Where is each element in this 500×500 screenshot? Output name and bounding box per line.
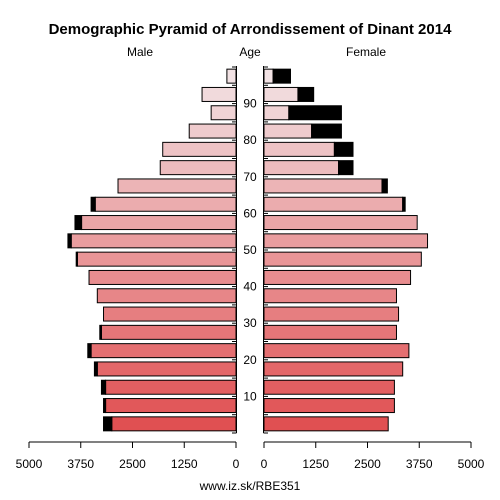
female-bar-65-69	[263, 178, 383, 194]
male-bar-65-69	[117, 178, 237, 194]
female-bar-40-44	[263, 269, 412, 285]
female-excess-bar-95+	[272, 68, 291, 84]
x-tick-label-male: 5000	[16, 457, 43, 471]
female-bar-70-74	[263, 160, 340, 176]
male-bar-95+	[226, 68, 237, 84]
male-bars	[67, 68, 237, 432]
age-tick-label: 50	[243, 243, 257, 257]
female-bar-60-64	[263, 196, 404, 212]
female-excess-bar-65-69	[381, 178, 388, 194]
male-bar-80-84	[188, 123, 237, 139]
female-excess-bar-75-79	[333, 141, 354, 157]
x-tick-label-female: 5000	[458, 457, 485, 471]
x-tick-label-male: 3750	[67, 457, 94, 471]
female-bar-80-84	[263, 123, 313, 139]
male-excess-bar-15-19	[93, 361, 98, 377]
male-excess-bar-5-9	[103, 398, 107, 414]
male-bar-60-64	[94, 196, 237, 212]
female-excess-bar-85-89	[288, 105, 342, 121]
male-bar-25-29	[100, 324, 237, 340]
female-bar-35-39	[263, 288, 397, 304]
x-tick-label-female: 3750	[406, 457, 433, 471]
male-excess-bar-20-24	[87, 343, 92, 359]
female-bar-10-14	[263, 379, 395, 395]
age-tick-label: 40	[243, 280, 257, 294]
male-excess-bar-50-54	[67, 233, 72, 249]
female-bar-50-54	[263, 233, 429, 249]
axes: 5000 3750 2500 1250 0 0 1250 2500 3750 5000 10 20 30…	[16, 66, 485, 471]
x-tick-label-female: 1250	[302, 457, 329, 471]
female-bar-45-49	[263, 251, 422, 267]
male-excess-bar-45-49	[75, 251, 78, 267]
x-tick-label-male: 0	[233, 457, 240, 471]
chart-title: Demographic Pyramid of Arrondissement of…	[49, 21, 453, 38]
male-bar-50-54	[70, 233, 237, 249]
male-bar-30-34	[103, 306, 237, 322]
x-tick-label-male: 1250	[171, 457, 198, 471]
female-bar-85-89	[263, 105, 290, 121]
male-bar-45-49	[76, 251, 237, 267]
age-tick-label: 20	[243, 353, 257, 367]
male-bar-20-24	[90, 343, 237, 359]
male-excess-bar-10-14	[100, 379, 107, 395]
female-bar-25-29	[263, 324, 397, 340]
footer-url: www.iz.sk/RBE351	[199, 479, 301, 493]
age-tick-label: 30	[243, 316, 257, 330]
age-tick-label: 10	[243, 389, 257, 403]
age-tick-label: 60	[243, 206, 257, 220]
male-bar-5-9	[105, 398, 237, 414]
male-bar-70-74	[159, 160, 237, 176]
female-bars	[263, 68, 429, 432]
age-tick-label: 70	[243, 170, 257, 184]
male-bar-10-14	[105, 379, 237, 395]
female-bar-0-4	[263, 416, 389, 432]
male-excess-bar-55-59	[74, 215, 83, 231]
age-tick-label: 90	[243, 97, 257, 111]
male-bar-55-59	[81, 215, 237, 231]
female-excess-bar-60-64	[402, 196, 406, 212]
female-bar-5-9	[263, 398, 395, 414]
male-bar-90-94	[201, 86, 237, 102]
female-bar-15-19	[263, 361, 404, 377]
male-bar-35-39	[96, 288, 237, 304]
age-tick-label: 80	[243, 133, 257, 147]
female-bar-30-34	[263, 306, 400, 322]
female-bar-55-59	[263, 215, 418, 231]
x-tick-label-female: 2500	[354, 457, 381, 471]
x-tick-label-female: 0	[261, 457, 268, 471]
female-excess-bar-70-74	[338, 160, 354, 176]
x-tick-label-male: 2500	[119, 457, 146, 471]
male-bar-85-89	[210, 105, 237, 121]
male-bar-15-19	[96, 361, 237, 377]
female-bar-90-94	[263, 86, 299, 102]
female-bar-20-24	[263, 343, 410, 359]
female-excess-bar-80-84	[311, 123, 342, 139]
male-excess-bar-0-4	[103, 416, 113, 432]
female-label: Female	[346, 45, 386, 59]
female-excess-bar-90-94	[297, 86, 315, 102]
female-bar-95+	[263, 68, 274, 84]
male-bar-40-44	[88, 269, 237, 285]
male-excess-bar-25-29	[99, 324, 102, 340]
male-bar-0-4	[111, 416, 237, 432]
male-bar-75-79	[162, 141, 237, 157]
age-label: Age	[239, 45, 261, 59]
male-excess-bar-60-64	[90, 196, 96, 212]
male-label: Male	[127, 45, 153, 59]
female-bar-75-79	[263, 141, 335, 157]
